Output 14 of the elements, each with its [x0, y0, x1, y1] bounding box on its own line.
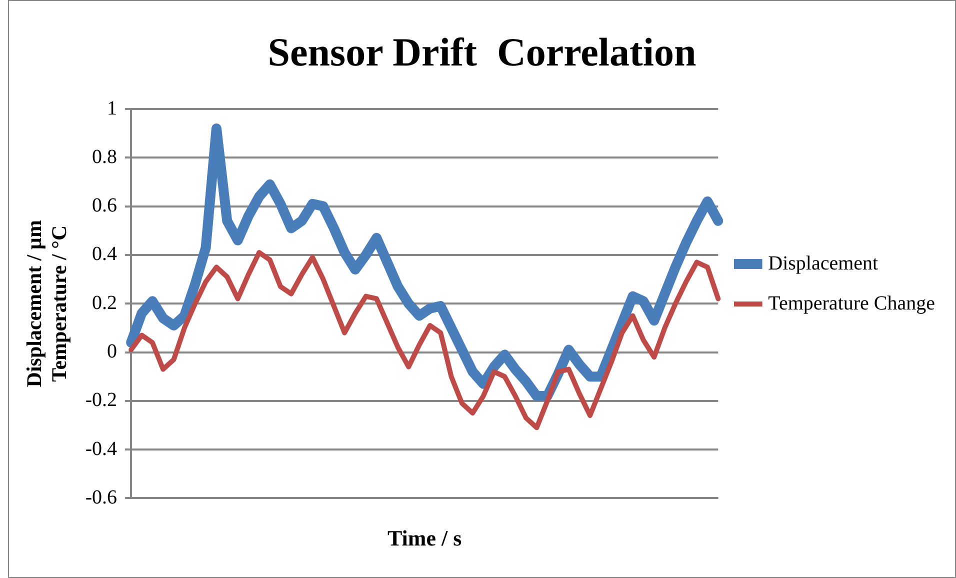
- y-tick-label: 1: [107, 97, 118, 120]
- y-tick-label: 0.8: [92, 146, 118, 168]
- y-tick-label: 0.4: [92, 243, 118, 266]
- y-tick-label: 0.2: [92, 292, 118, 314]
- x-axis-title: Time / s: [388, 525, 462, 550]
- legend-label: Displacement: [768, 252, 879, 274]
- y-tick-label: -0.4: [85, 438, 118, 460]
- y-tick-label: 0: [107, 340, 118, 362]
- y-tick-label: -0.6: [85, 486, 118, 508]
- y-axis-title: Displacement / µm Temperature / °C: [22, 219, 72, 388]
- y-tick-label: -0.2: [85, 389, 118, 412]
- chart-title: Sensor Drift Correlation: [268, 29, 696, 74]
- legend-label: Temperature Change: [768, 292, 936, 314]
- y-tick-label: 0.6: [92, 194, 118, 217]
